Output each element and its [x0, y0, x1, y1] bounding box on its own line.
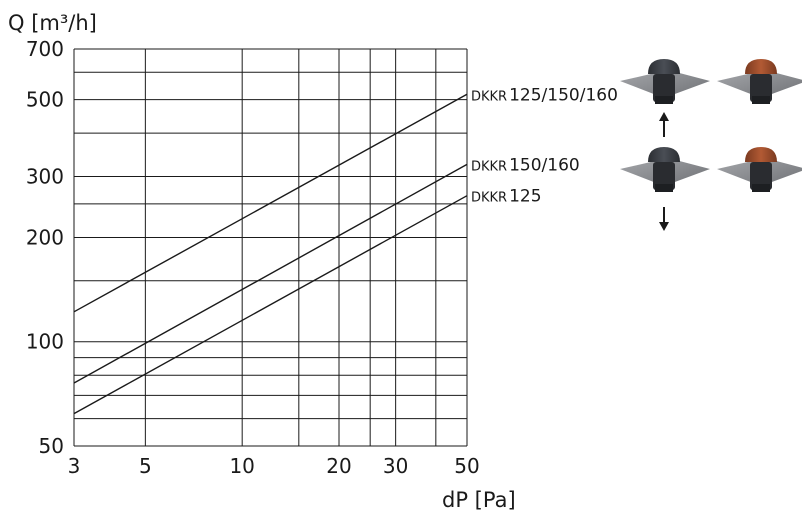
y-tick-label: 500	[26, 88, 64, 112]
horizontal-grid	[74, 48, 467, 447]
series-labels: DKKR 125/150/160 DKKR 150/160 DKKR 125	[471, 85, 618, 206]
x-tick-label: 3	[68, 454, 81, 478]
y-tick-label: 100	[26, 330, 64, 354]
series-label: DKKR 150/160	[471, 155, 580, 175]
arrow-up-icon	[659, 112, 669, 137]
roof-vent-brown-icon	[717, 59, 802, 104]
y-tick-labels: 50 100 200 300 500 700	[26, 37, 64, 458]
series-line	[73, 195, 468, 415]
arrow-down-icon	[659, 207, 669, 231]
roof-vent-brown-icon	[717, 147, 802, 192]
series-line	[73, 163, 468, 384]
x-tick-label: 30	[383, 454, 408, 478]
x-tick-label: 20	[326, 454, 351, 478]
x-tick-labels: 3 5 10 20 30 50	[68, 454, 480, 478]
y-tick-label: 200	[26, 225, 64, 249]
airflow-illustration	[620, 59, 802, 231]
roof-vent-dark-icon	[620, 59, 710, 104]
series-label: DKKR 125	[471, 187, 542, 207]
x-tick-label: 5	[139, 454, 152, 478]
x-axis-title: dP [Pa]	[442, 488, 516, 512]
series-line	[73, 93, 468, 313]
y-tick-label: 300	[26, 164, 64, 188]
x-tick-label: 10	[229, 454, 254, 478]
y-axis-title: Q [m³/h]	[8, 11, 97, 35]
x-tick-label: 50	[454, 454, 479, 478]
roof-vent-dark-icon	[620, 147, 710, 192]
y-tick-label: 50	[39, 434, 64, 458]
y-tick-label: 700	[26, 37, 64, 61]
vertical-grid	[73, 49, 468, 446]
series-lines	[73, 93, 468, 415]
series-label: DKKR 125/150/160	[471, 85, 618, 105]
